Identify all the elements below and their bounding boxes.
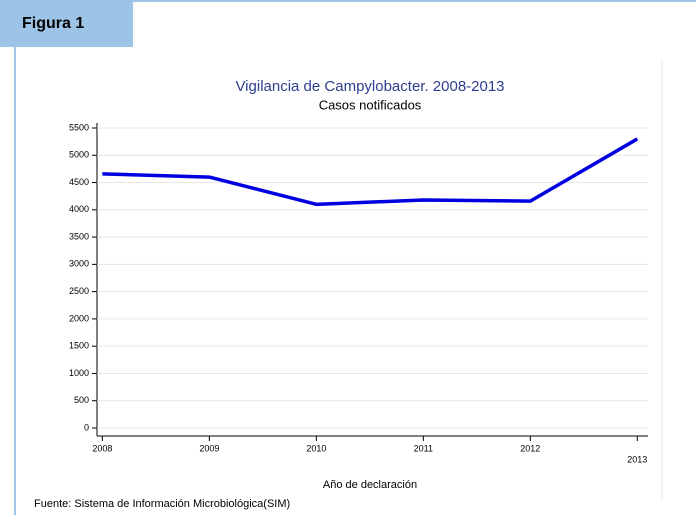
x-tick-label: 2009 bbox=[199, 443, 219, 453]
y-tick-label: 2500 bbox=[69, 286, 89, 296]
x-tick-label: 2013 bbox=[627, 454, 647, 464]
x-tick-label: 2011 bbox=[414, 443, 433, 453]
y-tick-label: 2000 bbox=[69, 313, 89, 323]
x-tick-label: 2012 bbox=[520, 443, 540, 453]
y-tick-label: 5500 bbox=[69, 122, 89, 132]
source-note: Fuente: Sistema de Información Microbiol… bbox=[34, 498, 290, 510]
x-axis-label: Año de declaración bbox=[323, 479, 417, 491]
header-box bbox=[0, 0, 133, 47]
y-tick-label: 1000 bbox=[69, 368, 89, 378]
y-tick-label: 3500 bbox=[69, 231, 89, 241]
y-tick-label: 1500 bbox=[69, 341, 89, 351]
figure-label: Figura 1 bbox=[22, 15, 84, 32]
y-tick-label: 3000 bbox=[69, 259, 89, 269]
chart-title: Vigilancia de Campylobacter. 2008-2013 bbox=[235, 78, 504, 95]
y-tick-label: 5000 bbox=[69, 150, 89, 160]
data-line bbox=[102, 137, 639, 207]
x-tick-label: 2010 bbox=[306, 443, 326, 453]
chart-subtitle: Casos notificados bbox=[319, 97, 422, 112]
x-tick-label: 2008 bbox=[92, 443, 112, 453]
y-tick-label: 4000 bbox=[69, 204, 89, 214]
y-tick-label: 4500 bbox=[69, 177, 89, 187]
y-tick-label: 500 bbox=[74, 395, 89, 405]
y-tick-label: 0 bbox=[84, 422, 89, 432]
